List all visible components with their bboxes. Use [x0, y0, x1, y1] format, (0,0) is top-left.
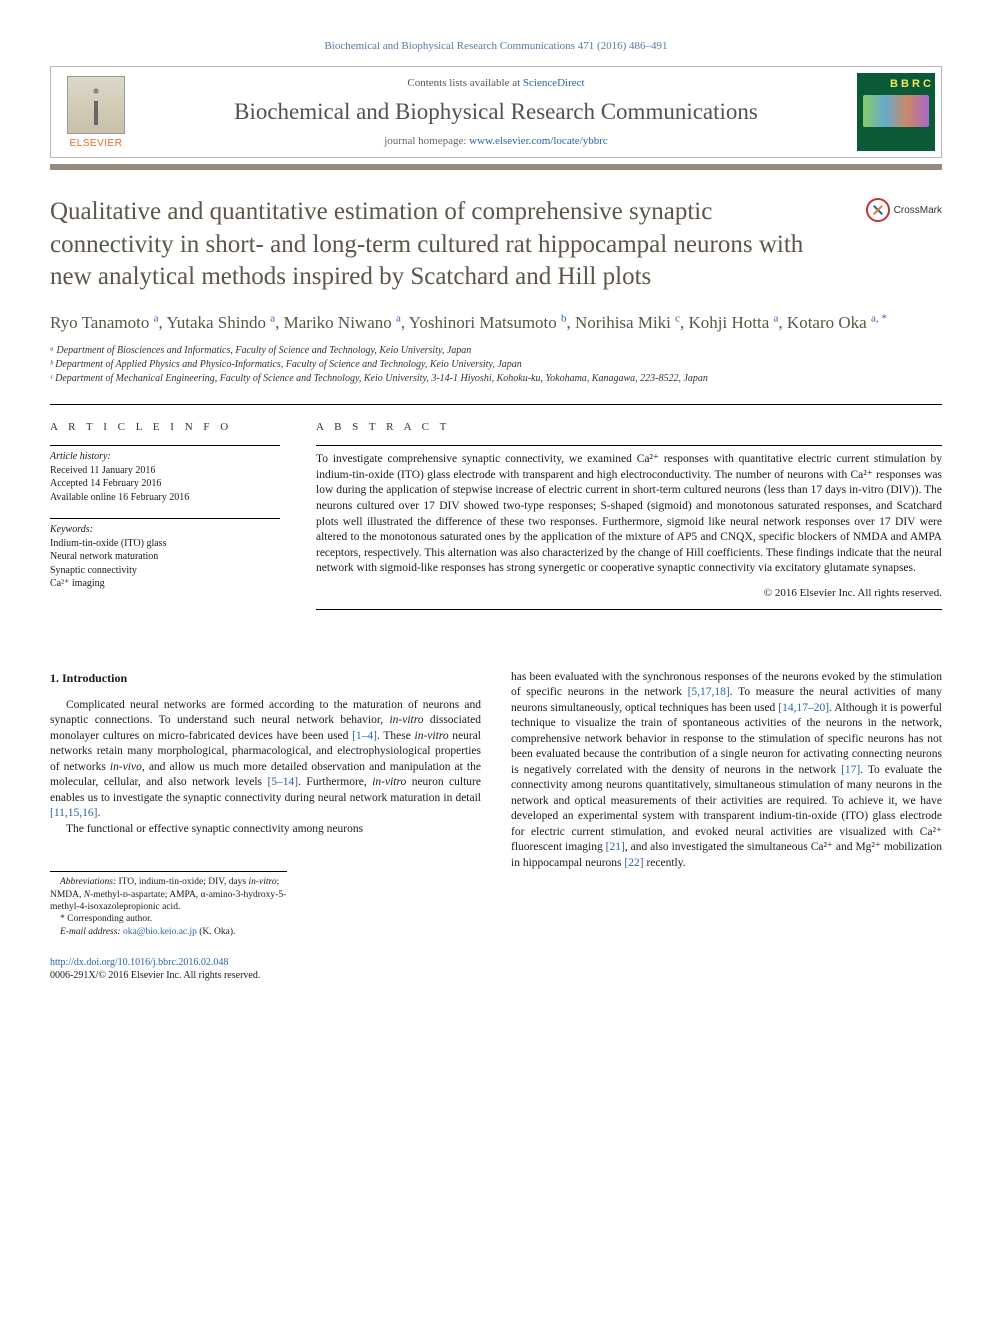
abstract-heading: A B S T R A C T	[316, 421, 942, 433]
keywords-block: Keywords: Indium-tin-oxide (ITO) glass N…	[50, 518, 280, 591]
header-center: Contents lists available at ScienceDirec…	[141, 67, 851, 157]
cover-initials: B B R C	[890, 79, 931, 90]
article-info: A R T I C L E I N F O Article history: R…	[50, 405, 280, 609]
history-accepted: Accepted 14 February 2016	[50, 477, 280, 491]
article-info-heading: A R T I C L E I N F O	[50, 421, 280, 433]
elsevier-logo: ELSEVIER	[51, 67, 141, 157]
homepage-prefix: journal homepage:	[384, 135, 469, 147]
email-label: E-mail address:	[60, 927, 123, 937]
abstract-text: To investigate comprehensive synaptic co…	[316, 445, 942, 576]
crossmark-badge[interactable]: CrossMark	[866, 198, 942, 222]
journal-name: Biochemical and Biophysical Research Com…	[234, 99, 758, 125]
intro-continued: has been evaluated with the synchronous …	[511, 670, 942, 872]
history-label: Article history:	[50, 451, 111, 462]
homepage-line: journal homepage: www.elsevier.com/locat…	[384, 135, 608, 147]
affiliations: ᵃ Department of Biosciences and Informat…	[50, 344, 942, 386]
article-title: Qualitative and quantitative estimation …	[50, 196, 942, 294]
history-online: Available online 16 February 2016	[50, 491, 280, 505]
abbreviations: Abbreviations: ITO, indium-tin-oxide; DI…	[50, 876, 287, 913]
history-block: Article history: Received 11 January 201…	[50, 445, 280, 504]
email-suffix: (K. Oka).	[197, 927, 236, 937]
info-abstract-row: A R T I C L E I N F O Article history: R…	[50, 404, 942, 609]
body-columns: 1. Introduction Complicated neural netwo…	[50, 670, 942, 939]
affiliation-c: ᶜ Department of Mechanical Engineering, …	[50, 372, 942, 386]
issn-copyright: 0006-291X/© 2016 Elsevier Inc. All right…	[50, 970, 260, 981]
footer: http://dx.doi.org/10.1016/j.bbrc.2016.02…	[50, 956, 942, 982]
contents-prefix: Contents lists available at	[407, 77, 522, 89]
authors-list: Ryo Tanamoto a, Yutaka Shindo a, Mariko …	[50, 312, 942, 335]
keyword-1: Indium-tin-oxide (ITO) glass	[50, 537, 280, 551]
keyword-3: Synaptic connectivity	[50, 564, 280, 578]
abstract-copyright: © 2016 Elsevier Inc. All rights reserved…	[316, 587, 942, 605]
corresponding-author: * Corresponding author.	[50, 913, 287, 925]
keywords-label: Keywords:	[50, 524, 93, 535]
crossmark-label: CrossMark	[894, 205, 942, 216]
sciencedirect-link[interactable]: ScienceDirect	[523, 77, 585, 89]
affiliation-a: ᵃ Department of Biosciences and Informat…	[50, 344, 942, 358]
elsevier-tree-icon	[67, 76, 125, 134]
cover-stripe	[863, 95, 929, 127]
body-column-right: has been evaluated with the synchronous …	[511, 670, 942, 939]
email-line: E-mail address: oka@bio.keio.ac.jp (K. O…	[50, 926, 287, 938]
body-column-left: 1. Introduction Complicated neural netwo…	[50, 670, 481, 939]
title-block: CrossMark Qualitative and quantitative e…	[50, 164, 942, 386]
keyword-4: Ca²⁺ imaging	[50, 577, 280, 591]
homepage-link[interactable]: www.elsevier.com/locate/ybbrc	[469, 135, 608, 147]
history-received: Received 11 January 2016	[50, 464, 280, 478]
keyword-2: Neural network maturation	[50, 550, 280, 564]
affiliation-b: ᵇ Department of Applied Physics and Phys…	[50, 358, 942, 372]
citation-line: Biochemical and Biophysical Research Com…	[50, 40, 942, 52]
journal-cover-thumbnail: B B R C	[857, 73, 935, 151]
contents-available: Contents lists available at ScienceDirec…	[407, 77, 584, 89]
email-link[interactable]: oka@bio.keio.ac.jp	[123, 927, 197, 937]
intro-para-1: Complicated neural networks are formed a…	[50, 698, 481, 822]
intro-para-2: The functional or effective synaptic con…	[50, 822, 481, 838]
section-1-heading: 1. Introduction	[50, 670, 481, 686]
abstract-block: A B S T R A C T To investigate comprehen…	[316, 405, 942, 609]
footnote-block: Abbreviations: ITO, indium-tin-oxide; DI…	[50, 871, 287, 938]
elsevier-wordmark: ELSEVIER	[70, 138, 123, 149]
journal-header: ELSEVIER Contents lists available at Sci…	[50, 66, 942, 158]
crossmark-icon	[866, 198, 890, 222]
doi-link[interactable]: http://dx.doi.org/10.1016/j.bbrc.2016.02…	[50, 957, 228, 968]
